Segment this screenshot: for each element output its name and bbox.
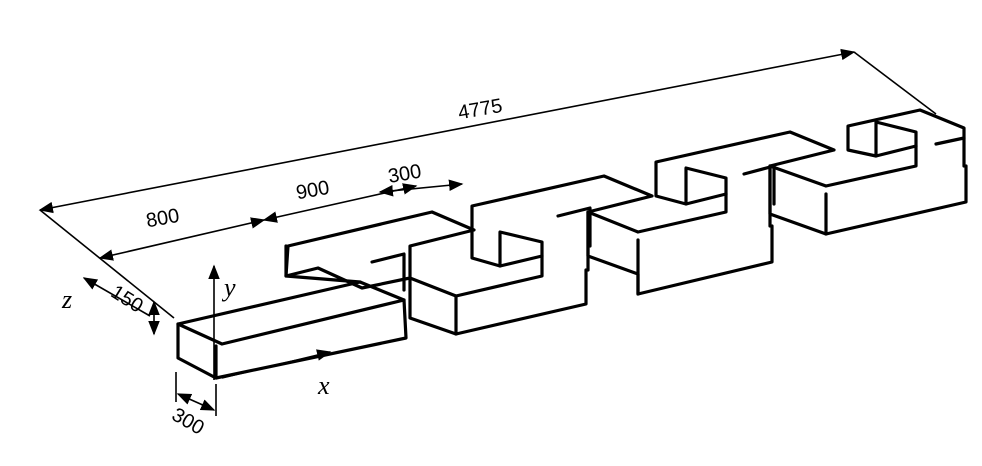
bar-1-top <box>176 280 406 346</box>
axis-x-arrow <box>221 349 332 379</box>
block-3-inner <box>684 192 728 206</box>
label-900: 900 <box>294 177 331 204</box>
ext-line-total <box>853 51 937 115</box>
labels: 4775 800 900 300 150 300 y x z <box>61 95 504 440</box>
dimension-lines <box>38 48 937 416</box>
notch-1 <box>370 252 406 292</box>
notch-4 <box>934 136 966 146</box>
label-800: 800 <box>144 205 181 232</box>
block-4-top <box>768 108 966 188</box>
axis-label-x: x <box>317 371 330 400</box>
dim-line-800 <box>98 217 266 261</box>
block-4-inner <box>874 144 918 158</box>
label-4775: 4775 <box>456 95 504 124</box>
ext-line-left <box>39 209 175 319</box>
label-150: 150 <box>107 281 147 317</box>
block-3-top <box>586 130 836 234</box>
dim-line-z <box>82 277 151 317</box>
label-300-top: 300 <box>386 160 423 187</box>
dim-line-300-bottom <box>176 393 216 411</box>
block-2-inner <box>498 254 544 268</box>
step-1-top <box>284 210 476 290</box>
axis-label-z: z <box>61 285 72 314</box>
label-300-bottom: 300 <box>168 404 208 440</box>
step-1-side <box>284 244 362 284</box>
meander-body <box>176 108 968 380</box>
block-2-front <box>408 268 588 336</box>
axis-label-y: y <box>221 273 236 302</box>
notch-2 <box>556 206 592 248</box>
dim-line-300-top <box>378 179 464 197</box>
dim-line-total <box>38 48 856 214</box>
